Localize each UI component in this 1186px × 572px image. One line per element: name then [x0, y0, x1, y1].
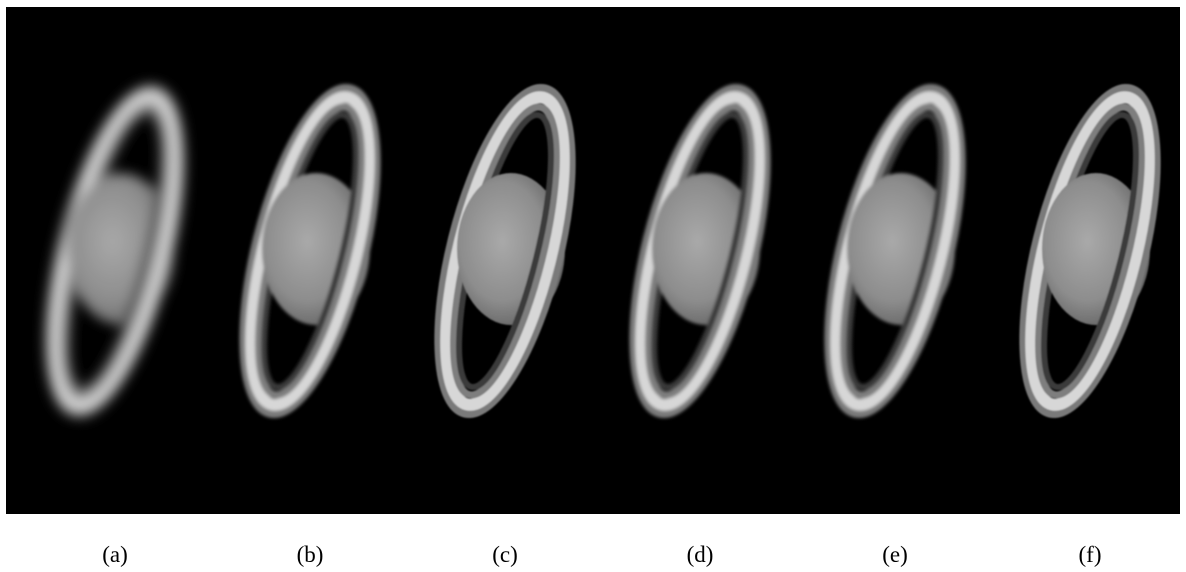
saturn-image-svg [6, 7, 1180, 514]
saturn-e [791, 73, 1009, 431]
saturn-d [596, 73, 814, 431]
panel-label-a: (a) [102, 542, 128, 567]
panel-label-c: (c) [492, 542, 518, 567]
saturn-f [986, 73, 1180, 431]
saturn-image-strip [6, 7, 1180, 514]
panel-label-d: (d) [686, 542, 714, 567]
saturn-b [206, 73, 424, 431]
panel-label-f: (f) [1078, 542, 1102, 567]
panel-label-b: (b) [296, 542, 324, 567]
saturn-a [11, 73, 229, 431]
saturn-c [401, 73, 619, 431]
panel-label-e: (e) [882, 542, 908, 567]
